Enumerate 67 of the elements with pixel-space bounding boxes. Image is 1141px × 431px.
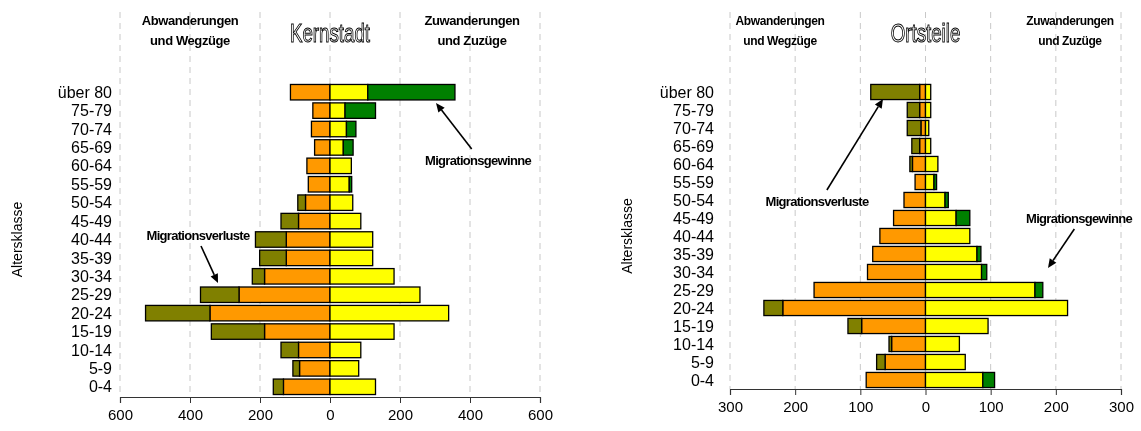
y-tick-label: 20-24 <box>71 304 113 322</box>
x-tick-label: 0 <box>326 405 335 423</box>
text: Zuwanderungen und Zuzüge <box>1026 14 1114 48</box>
x-tick-label: 600 <box>107 405 134 423</box>
y-tick-label: 55-59 <box>673 173 715 191</box>
x-tick-label: 100 <box>978 397 1004 415</box>
bar <box>924 83 932 101</box>
y-tick-label: 65-69 <box>71 139 113 157</box>
y-tick-label: 35-39 <box>673 245 715 263</box>
x-tick-label: 300 <box>717 397 744 415</box>
y-tick-label: 60-64 <box>673 155 715 173</box>
y-tick-label: 25-29 <box>673 281 715 299</box>
bar <box>924 101 932 119</box>
x-tick-label: 200 <box>1043 397 1069 415</box>
y-tick-label: 50-54 <box>673 191 715 209</box>
x-tick-label: 100 <box>848 397 874 415</box>
chart-title: Kernstadt <box>289 17 371 48</box>
y-tick-label: 60-64 <box>71 157 113 175</box>
y-tick-label: 75-79 <box>71 102 113 120</box>
x-tick-label: 200 <box>783 397 809 415</box>
bar <box>906 101 921 119</box>
y-tick-label: 25-29 <box>71 286 113 304</box>
y-tick-label: 20-24 <box>673 299 715 317</box>
y-tick-label: 45-49 <box>673 209 715 227</box>
y-tick-label: 65-69 <box>673 137 715 155</box>
annotation: Migrationsverluste <box>146 227 250 243</box>
bar <box>911 137 921 155</box>
y-tick-label: 0-4 <box>88 378 113 396</box>
y-tick-label: 45-49 <box>71 212 113 230</box>
text: Abwanderungen und Wegzüge <box>735 14 825 48</box>
bar <box>906 119 922 137</box>
y-axis-title: Altersklasse <box>9 201 25 278</box>
y-tick-label: 0-4 <box>690 371 715 389</box>
x-tick-label: 200 <box>247 405 274 423</box>
x-tick-label: 400 <box>457 405 484 423</box>
annotation: Migrationsgewinne <box>1026 210 1133 226</box>
y-tick-label: 50-54 <box>71 194 113 212</box>
y-tick-label: über 80 <box>659 83 715 101</box>
y-tick-label: 40-44 <box>71 231 113 249</box>
y-axis-title: Altersklasse <box>619 198 635 274</box>
x-tick-label: 300 <box>1108 397 1135 415</box>
y-tick-label: 5-9 <box>88 359 113 377</box>
y-tick-label: 5-9 <box>690 353 715 371</box>
text: Abwanderungen und Wegzüge <box>141 13 239 48</box>
annotation: Migrationsverluste <box>765 193 869 209</box>
y-tick-label: 30-34 <box>673 263 715 281</box>
bar <box>924 137 932 155</box>
y-tick-label: 10-14 <box>71 341 113 359</box>
y-tick-label: 30-34 <box>71 267 113 285</box>
y-tick-label: 15-19 <box>673 317 715 335</box>
text: Zuwanderungen und Zuzüge <box>424 13 521 48</box>
annotation: Migrationsgewinne <box>425 152 532 168</box>
x-tick-label: 0 <box>921 397 931 415</box>
y-tick-label: über 80 <box>57 83 113 101</box>
y-tick-label: 70-74 <box>71 120 113 138</box>
x-tick-label: 400 <box>177 405 204 423</box>
bar <box>870 83 921 101</box>
y-tick-label: 55-59 <box>71 175 113 193</box>
y-tick-label: 70-74 <box>673 119 715 137</box>
y-tick-label: 35-39 <box>71 249 113 267</box>
y-tick-label: 75-79 <box>673 101 715 119</box>
y-tick-label: 40-44 <box>673 227 715 245</box>
chart-title: Ortsteile <box>890 17 961 48</box>
x-tick-label: 200 <box>387 405 414 423</box>
y-tick-label: 15-19 <box>71 323 113 341</box>
y-tick-label: 10-14 <box>673 335 715 353</box>
x-tick-label: 600 <box>527 405 554 423</box>
